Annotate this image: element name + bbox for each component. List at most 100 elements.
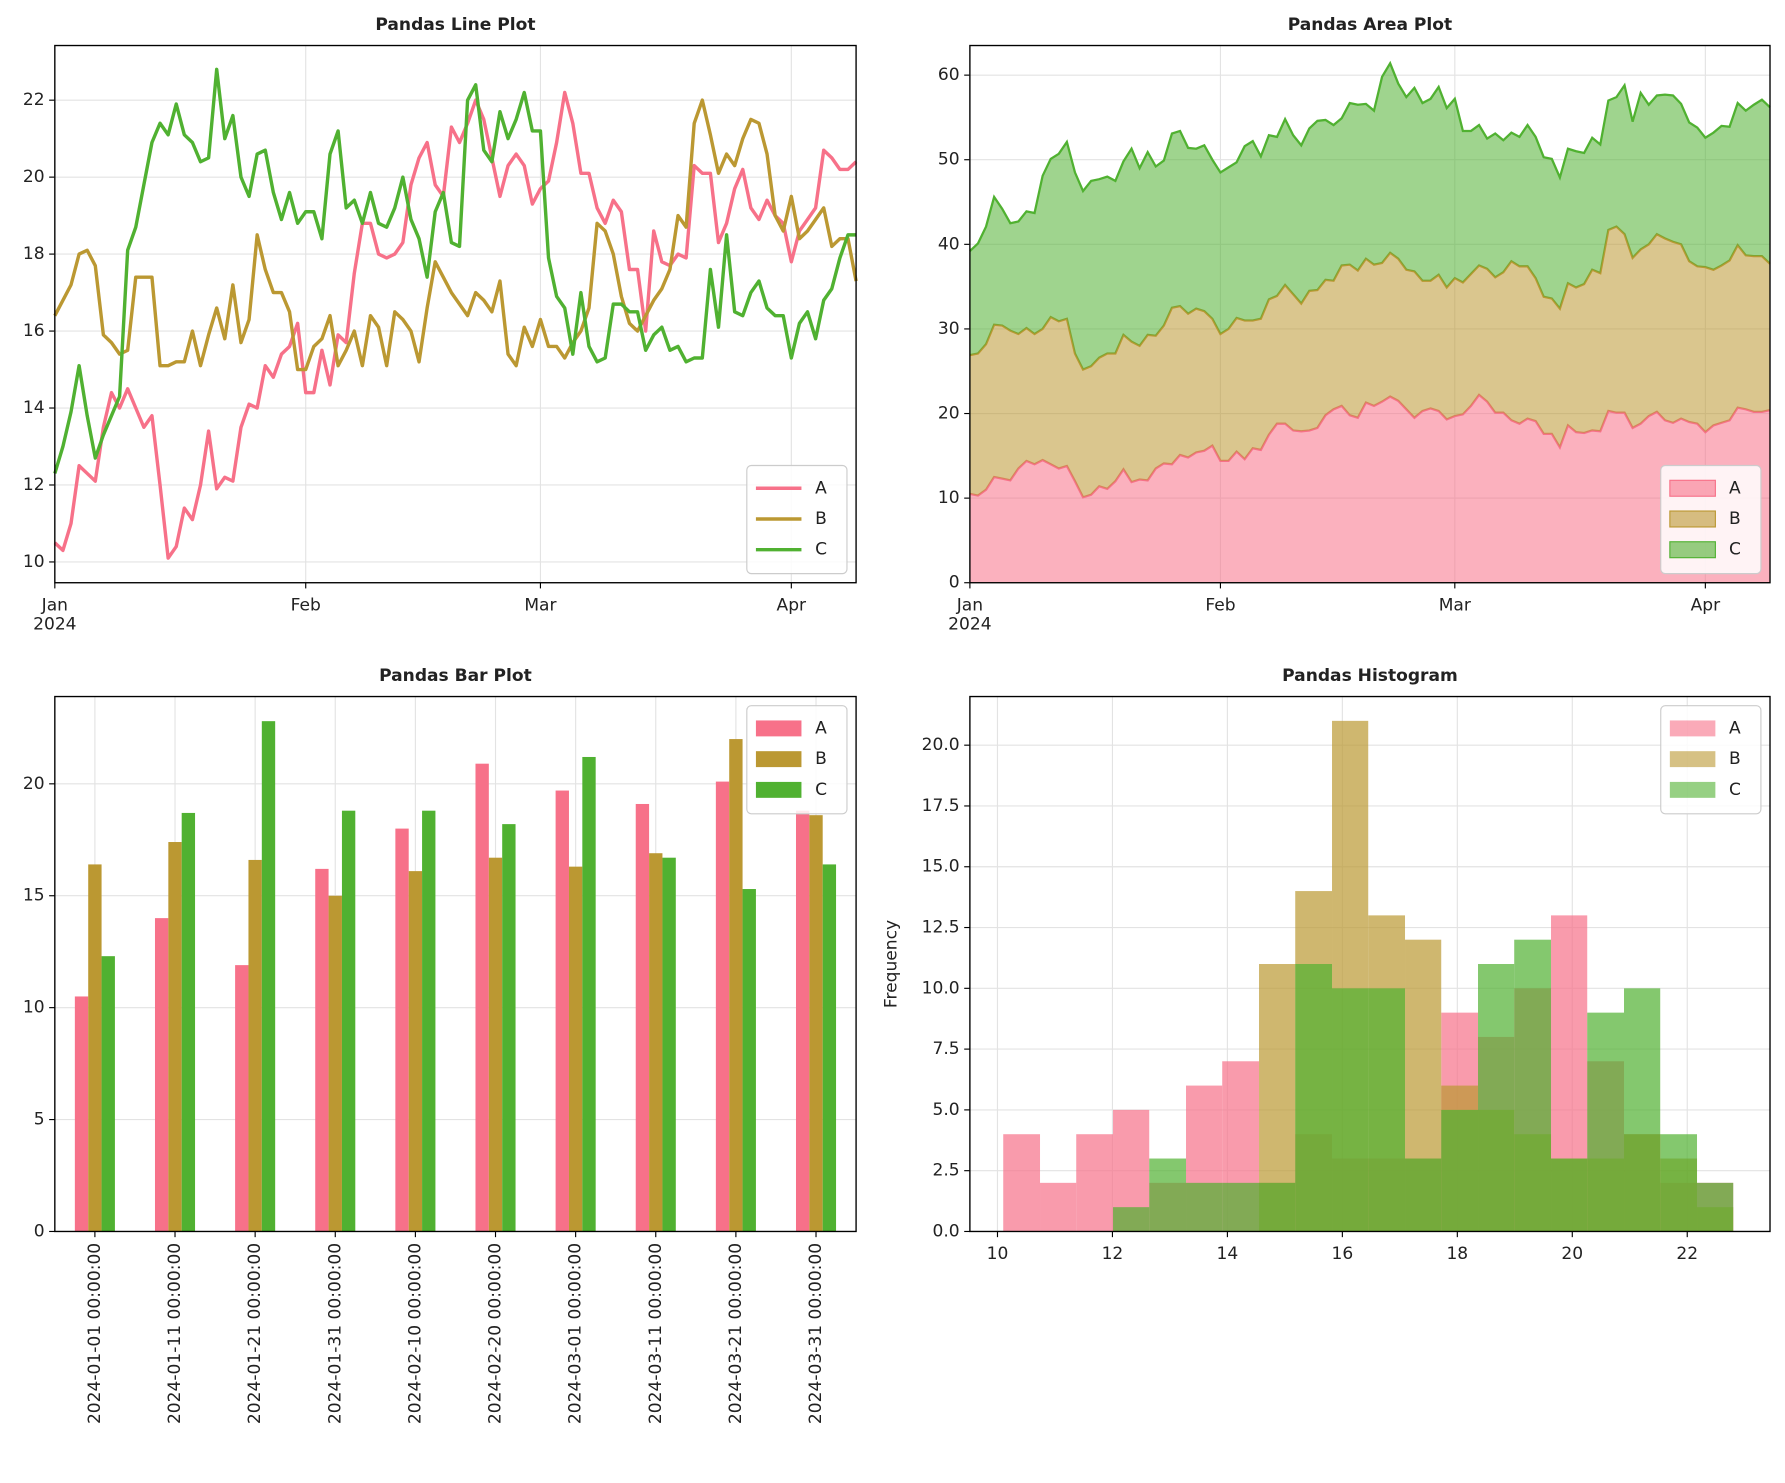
y-axis-label: Frequency bbox=[881, 920, 901, 1008]
x-tick-label: Apr bbox=[777, 595, 808, 615]
subplot: Pandas Area Plot 0 10 20 30 40 50 60 Jan 2024 Feb M… bbox=[938, 15, 1771, 634]
x-tick-label: 2024-01-01 00:00:00 bbox=[85, 1243, 105, 1424]
y-tick-label: 18 bbox=[23, 244, 45, 264]
bar bbox=[328, 895, 342, 1232]
bar bbox=[488, 857, 503, 1232]
y-tick-label: 16 bbox=[23, 321, 45, 341]
chart-title: Pandas Histogram bbox=[1282, 666, 1458, 686]
legend-label: A bbox=[1729, 718, 1741, 738]
legend-swatch bbox=[1669, 720, 1716, 737]
histogram-bar bbox=[1076, 1134, 1114, 1232]
bar bbox=[181, 812, 196, 1232]
x-tick-label: 22 bbox=[1676, 1244, 1698, 1264]
y-tick-label: 5 bbox=[34, 1110, 45, 1130]
histogram-bar bbox=[1040, 1182, 1077, 1232]
area bbox=[969, 63, 1771, 370]
y-tick-label: 20 bbox=[23, 774, 45, 794]
y-tick-label: 0 bbox=[34, 1221, 45, 1241]
x-tick-label: 18 bbox=[1446, 1244, 1468, 1264]
y-tick-label: 0 bbox=[949, 573, 960, 593]
legend-swatch bbox=[1669, 751, 1716, 768]
bar bbox=[809, 815, 823, 1232]
area bbox=[969, 394, 1771, 583]
x-tick-label: 2024-02-20 00:00:00 bbox=[486, 1243, 506, 1424]
subplot: Pandas Histogram 0.0 2.5 5.0 7.5 10.0 12.5 15.0… bbox=[881, 666, 1771, 1264]
y-tick-label: 5.0 bbox=[933, 1100, 960, 1120]
y-tick-label: 10 bbox=[23, 998, 45, 1018]
bar bbox=[568, 866, 583, 1232]
x-tick-label: 2024-01-31 00:00:00 bbox=[325, 1243, 345, 1424]
bar bbox=[502, 824, 516, 1232]
y-tick-label: 60 bbox=[938, 65, 960, 85]
x-tick-label: Mar bbox=[524, 595, 557, 615]
y-tick-label: 10 bbox=[23, 552, 45, 572]
y-tick-label: 20 bbox=[938, 404, 960, 424]
histogram-bar bbox=[1332, 988, 1369, 1232]
chart-title: Pandas Bar Plot bbox=[379, 666, 532, 686]
line bbox=[53, 90, 858, 560]
y-tick-label: 2.5 bbox=[933, 1161, 960, 1181]
legend-swatch bbox=[1669, 479, 1716, 497]
legend-swatch bbox=[755, 751, 802, 768]
chart-title: Pandas Area Plot bbox=[1288, 15, 1452, 35]
y-tick-label: 50 bbox=[938, 150, 960, 170]
x-tick-label: 2024-02-10 00:00:00 bbox=[405, 1243, 425, 1424]
x-tick-label: 16 bbox=[1332, 1244, 1354, 1264]
axes-frame bbox=[54, 695, 857, 1233]
bar bbox=[422, 810, 436, 1232]
bar bbox=[582, 756, 596, 1232]
legend-swatch bbox=[755, 720, 802, 737]
x-tick-label: Feb bbox=[1205, 595, 1235, 615]
x-tick-label: Apr bbox=[1691, 595, 1722, 615]
chart-title: Pandas Line Plot bbox=[375, 15, 535, 35]
y-tick-label: 14 bbox=[23, 398, 45, 418]
bar bbox=[729, 739, 743, 1232]
x-tick-label: 14 bbox=[1217, 1244, 1239, 1264]
legend-label: A bbox=[1729, 478, 1741, 498]
bar bbox=[261, 721, 276, 1232]
x-tick-label: 2024-03-11 00:00:00 bbox=[646, 1243, 666, 1424]
y-tick-label: 30 bbox=[938, 319, 960, 339]
legend-label: B bbox=[1729, 749, 1741, 769]
x-tick-label: 10 bbox=[987, 1244, 1009, 1264]
bar bbox=[408, 871, 423, 1232]
bar bbox=[88, 864, 102, 1232]
subplot: Pandas Line Plot 10 12 14 16 18 20 22 Jan 2024 Feb… bbox=[23, 15, 858, 634]
x-tick-label: 2024-03-01 00:00:00 bbox=[566, 1243, 586, 1424]
legend-swatch bbox=[1669, 541, 1716, 559]
legend-label: B bbox=[815, 749, 827, 769]
histogram-bar bbox=[1551, 1158, 1588, 1232]
y-tick-label: 12.5 bbox=[922, 918, 960, 938]
x-tick-label: Jan 2024 bbox=[948, 595, 991, 634]
bar bbox=[154, 918, 169, 1232]
bar bbox=[649, 853, 663, 1232]
legend-label: B bbox=[1729, 509, 1741, 529]
bar bbox=[555, 790, 569, 1232]
x-tick-label: 20 bbox=[1561, 1244, 1583, 1264]
bar bbox=[315, 868, 329, 1232]
x-tick-label: 2024-01-11 00:00:00 bbox=[165, 1243, 185, 1424]
histogram-bar bbox=[1660, 1134, 1698, 1232]
area bbox=[969, 226, 1771, 498]
legend-label: C bbox=[1729, 540, 1741, 560]
y-tick-label: 22 bbox=[23, 90, 45, 110]
bar bbox=[742, 889, 756, 1232]
histogram-bar bbox=[1003, 1134, 1041, 1232]
histogram-bar bbox=[1441, 1109, 1479, 1232]
axes-frame bbox=[54, 44, 857, 584]
bar bbox=[341, 810, 356, 1232]
bar bbox=[248, 859, 262, 1232]
bar bbox=[662, 857, 676, 1232]
legend-swatch bbox=[1669, 781, 1716, 798]
line bbox=[53, 67, 857, 474]
legend-label: B bbox=[815, 509, 827, 529]
histogram-bar bbox=[1186, 1182, 1223, 1232]
histogram-bar bbox=[1697, 1182, 1734, 1232]
bar bbox=[101, 956, 115, 1232]
axes-frame bbox=[969, 44, 1771, 584]
bar bbox=[235, 965, 249, 1232]
y-tick-label: 12 bbox=[23, 475, 45, 495]
axes-frame bbox=[969, 695, 1771, 1233]
x-tick-label: Mar bbox=[1439, 595, 1472, 615]
